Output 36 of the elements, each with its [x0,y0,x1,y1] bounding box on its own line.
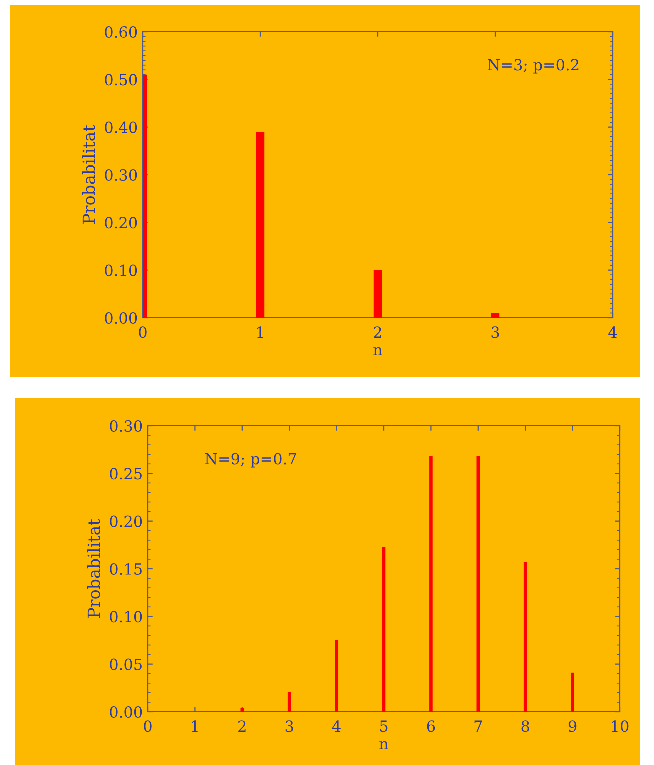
y-tick-label: 0.30 [110,420,142,432]
y-tick-label: 0.00 [105,312,138,324]
x-tick-label: 0 [144,720,152,732]
x-tick-label: 9 [568,720,577,732]
y-tick-label: 0.15 [110,563,142,576]
x-tick-label: 5 [380,720,388,732]
x-tick-label: 1 [258,326,264,338]
x-tick-label: 2 [238,720,246,732]
y-tick-label: 0.10 [105,264,138,276]
x-tick-label: 1 [192,720,198,732]
x-tick-label: 6 [427,720,436,732]
y-tick-label: 0.30 [105,169,138,182]
x-tick-label: 3 [492,326,500,338]
y-tick-label: 0.60 [105,26,138,38]
x-tick-label: 8 [522,720,530,732]
x-tick-label: 0 [139,326,147,338]
x-tick-label: 4 [332,720,341,732]
x-tick-label: 4 [608,326,618,338]
y-tick-label: 0.50 [105,74,138,86]
x-axis-title: n [380,741,388,750]
annotation: N=3; p=0.2 [488,59,579,74]
y-tick-label: 0.05 [110,658,142,670]
y-axis-title: Probabilitat [87,519,100,618]
x-tick-label: 7 [474,720,482,732]
y-tick-label: 0.40 [105,122,138,134]
y-axis-title: Probabilitat [82,125,96,224]
y-tick-label: 0.20 [110,516,142,528]
y-tick-label: 0.00 [110,706,142,718]
y-tick-label: 0.10 [110,611,142,623]
x-tick-label: 3 [286,720,294,732]
annotation: N=9; p=0.7 [205,453,296,468]
y-tick-label: 0.25 [110,468,142,480]
x-axis-title: n [374,347,382,356]
x-tick-label: 10 [612,720,629,732]
x-tick-label: 2 [374,326,382,338]
y-tick-label: 0.20 [105,217,138,229]
